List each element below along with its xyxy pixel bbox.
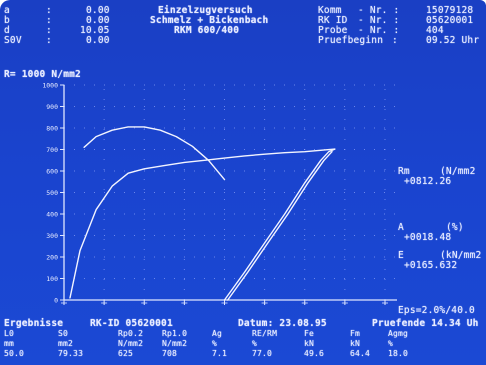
results-header-7: Fm bbox=[350, 329, 361, 338]
rm-unit: (N/mm2 bbox=[440, 166, 476, 177]
results-value-6: 49.6 bbox=[304, 349, 325, 358]
e-label: E bbox=[398, 250, 404, 261]
y-tick-label: 100 bbox=[46, 275, 58, 283]
results-value-2: 625 bbox=[118, 349, 134, 358]
meta-label-probe: Probe bbox=[318, 25, 348, 36]
results-value-8: 18.0 bbox=[388, 349, 409, 358]
results-unit-5: % bbox=[252, 339, 258, 348]
param-value-s0v: 0.00 bbox=[86, 35, 110, 46]
param-label-s0v: S0V bbox=[4, 35, 22, 46]
a-unit: (%) bbox=[446, 222, 464, 233]
chart-series-line-0 bbox=[69, 148, 336, 299]
meta-sep: - Nr. : bbox=[358, 5, 400, 16]
meta-value-pruefbeginn: 09.52 Uhr bbox=[426, 35, 480, 46]
results-value-5: 77.0 bbox=[252, 349, 273, 358]
test-title: Einzelzugversuch bbox=[158, 5, 253, 16]
results-unit-8: % bbox=[388, 339, 394, 348]
meta-value-probe: 404 bbox=[426, 25, 444, 36]
results-title: Ergebnisse bbox=[4, 318, 64, 329]
meta-label-pruefbeginn: Pruefbeginn bbox=[318, 35, 384, 46]
chart-series-line-1 bbox=[223, 148, 336, 301]
meta-sep: - Nr. : bbox=[358, 15, 400, 26]
chart-series bbox=[69, 126, 336, 301]
results-date: Datum: 23.08.95 bbox=[238, 318, 327, 329]
param-value-b: 0.00 bbox=[86, 15, 110, 26]
chart-axes bbox=[63, 85, 397, 301]
rm-value: +0812.26 bbox=[404, 176, 452, 187]
company-name: Schmelz + Bickenbach bbox=[150, 15, 269, 26]
y-scale-label: R= 1000 N/mm2 bbox=[4, 69, 81, 80]
results-unit-3: N/mm2 bbox=[162, 339, 188, 348]
machine-name: RKM 600/400 bbox=[174, 25, 240, 36]
results-unit-0: mm bbox=[4, 339, 15, 348]
y-tick-label: 1000 bbox=[42, 82, 58, 90]
chart-grid bbox=[63, 84, 400, 301]
chart-series-line-2 bbox=[226, 150, 333, 301]
results-unit-6: kN bbox=[304, 339, 315, 348]
y-tick-label: 900 bbox=[46, 103, 58, 111]
results-value-7: 64.4 bbox=[350, 349, 371, 358]
x-tick-labels bbox=[61, 300, 388, 305]
y-tick-label: 200 bbox=[46, 254, 58, 262]
eps-label: Eps=2.0%/40.0 bbox=[398, 305, 475, 316]
meta-value-rkid: 05620001 bbox=[426, 15, 474, 26]
y-tick-label: 400 bbox=[46, 211, 58, 219]
chart-series-line-3 bbox=[83, 126, 226, 181]
results-value-3: 708 bbox=[162, 349, 178, 358]
results-header-1: S0 bbox=[58, 329, 69, 338]
a-label: A bbox=[398, 222, 404, 233]
param-sep: : bbox=[46, 15, 52, 26]
param-sep: : bbox=[46, 5, 52, 16]
e-unit: (kN/mm2 bbox=[440, 250, 482, 261]
y-tick-label: 500 bbox=[46, 189, 58, 197]
results-header-6: Fe bbox=[304, 329, 315, 338]
param-value-d: 10.05 bbox=[80, 25, 110, 36]
a-value: +0018.48 bbox=[404, 232, 452, 243]
meta-sep: : bbox=[392, 35, 398, 46]
results-header-8: Agmg bbox=[388, 329, 409, 338]
y-tick-label: 300 bbox=[46, 232, 58, 240]
e-value: +0165.632 bbox=[404, 260, 458, 271]
results-end-time: Pruefende 14.34 Uh bbox=[372, 318, 479, 329]
results-header-3: Rp1.0 bbox=[162, 329, 188, 338]
results-unit-7: kN bbox=[350, 339, 361, 348]
results-value-1: 79.33 bbox=[58, 349, 84, 358]
results-header-2: Rp0.2 bbox=[118, 329, 144, 338]
meta-sep: - Nr. : bbox=[358, 25, 400, 36]
param-label-b: b bbox=[4, 15, 10, 26]
results-unit-4: % bbox=[212, 339, 218, 348]
param-sep: : bbox=[46, 35, 52, 46]
meta-label-komm: Komm bbox=[318, 5, 342, 16]
results-rkid: RK-ID 05620001 bbox=[90, 318, 173, 329]
param-label-a: a bbox=[4, 5, 10, 16]
param-value-a: 0.00 bbox=[86, 5, 110, 16]
param-label-d: d bbox=[4, 25, 10, 36]
results-value-0: 50.0 bbox=[4, 349, 25, 358]
y-tick-label: 0 bbox=[54, 297, 58, 305]
results-header-5: RE/RM bbox=[252, 329, 278, 338]
results-value-4: 7.1 bbox=[212, 349, 228, 358]
results-unit-2: N/mm2 bbox=[118, 339, 144, 348]
y-tick-label: 700 bbox=[46, 146, 58, 154]
results-unit-1: mm2 bbox=[58, 339, 74, 348]
results-header-0: L0 bbox=[4, 329, 15, 338]
y-tick-label: 800 bbox=[46, 125, 58, 133]
meta-value-komm: 15079128 bbox=[426, 5, 474, 16]
meta-label-rkid: RK ID bbox=[318, 15, 348, 26]
rm-label: Rm bbox=[398, 166, 410, 177]
results-header-4: Ag bbox=[212, 329, 223, 338]
param-sep: : bbox=[46, 25, 52, 36]
y-tick-label: 600 bbox=[46, 168, 58, 176]
